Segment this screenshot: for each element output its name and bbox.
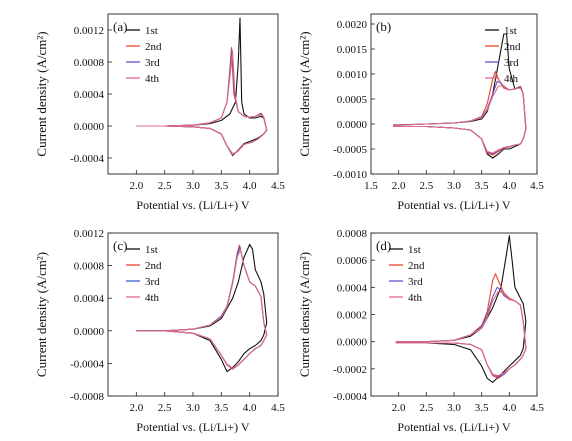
panel-a: 2.0 2.5 3.0 3.5 4.0 4.5 -0.0004 0.0000 0.0004 0.0…	[34, 13, 285, 212]
y-tick-label: -0.0002	[333, 364, 367, 376]
plot-frame	[107, 232, 279, 397]
y-axis-label: Current density (A/cm²)	[34, 31, 49, 156]
x-axis-label: Potential vs. (Li/Li+) V	[397, 198, 511, 212]
y-tick-label: 0.0002	[337, 310, 367, 322]
panel-b: 1.5 2.0 2.5 3.0 3.5 4.0 4.5 -0.0010 -0.0005 0.000…	[297, 13, 544, 212]
plot-frame	[107, 13, 279, 175]
x-axis-label: Potential vs. (Li/Li+) V	[397, 420, 511, 434]
x-tick-label: 4.0	[243, 402, 257, 414]
legend-label: 1st	[504, 25, 517, 37]
x-tick-label: 3.5	[475, 402, 489, 414]
panel-label: (d)	[376, 238, 391, 253]
y-axis-label: Current density (A/cm²)	[297, 252, 312, 377]
x-tick-label: 4.5	[271, 180, 285, 192]
x-tick-label: 3.0	[447, 180, 461, 192]
x-tick-label: 2.5	[419, 180, 433, 192]
legend-label: 2nd	[145, 260, 162, 272]
y-tick-label: -0.0004	[70, 153, 104, 165]
x-tick-label: 2.0	[129, 180, 143, 192]
legend-label: 3rd	[504, 57, 519, 69]
y-tick-label: 0.0000	[337, 119, 368, 131]
legend-label: 3rd	[145, 57, 160, 69]
y-tick-label: 0.0000	[74, 121, 105, 133]
y-tick-label: 0.0004	[337, 282, 368, 294]
x-tick-label: 4.0	[243, 180, 257, 192]
legend-label: 2nd	[408, 260, 425, 272]
panel-c: 2.0 2.5 3.0 3.5 4.0 4.5 -0.0008 -0.0004 0.0000 0.…	[34, 228, 285, 434]
y-tick-label: 0.0008	[337, 228, 368, 240]
y-tick-label: 0.0008	[74, 261, 105, 273]
panel-d: 2.0 2.5 3.0 3.5 4.0 4.5 -0.0004 -0.0002 0.0000 0.…	[297, 228, 544, 434]
x-tick-label: 3.5	[214, 180, 228, 192]
x-tick-label: 3.0	[186, 180, 200, 192]
panel-label: (a)	[113, 19, 127, 34]
x-tick-label: 2.5	[158, 180, 172, 192]
legend-label: 4th	[145, 292, 160, 304]
panel-label: (c)	[113, 238, 127, 253]
x-tick-label: 3.0	[447, 402, 461, 414]
y-tick-label: 0.0000	[337, 337, 368, 349]
y-tick-label: 0.0008	[74, 57, 105, 69]
legend-label: 1st	[145, 25, 158, 37]
legend-label: 1st	[408, 244, 421, 256]
x-tick-label: 3.0	[186, 402, 200, 414]
y-tick-label: -0.0004	[333, 391, 367, 403]
x-tick-label: 2.5	[158, 402, 172, 414]
y-tick-label: 0.0015	[337, 44, 368, 56]
x-tick-label: 2.0	[392, 402, 406, 414]
legend-label: 2nd	[504, 41, 521, 53]
legend-label: 2nd	[145, 41, 162, 53]
x-axis-label: Potential vs. (Li/Li+) V	[136, 420, 250, 434]
x-tick-label: 2.0	[129, 402, 143, 414]
x-axis-label: Potential vs. (Li/Li+) V	[136, 198, 250, 212]
series-line-4th	[393, 84, 527, 154]
x-tick-label: 1.5	[364, 180, 378, 192]
legend-label: 3rd	[145, 276, 160, 288]
y-tick-label: 0.0010	[337, 69, 368, 81]
y-tick-label: -0.0008	[70, 391, 104, 403]
legend-label: 4th	[408, 292, 423, 304]
y-tick-label: 0.0005	[337, 94, 368, 106]
series-line-4th	[136, 248, 268, 369]
y-tick-label: 0.0020	[337, 19, 368, 31]
panel-label: (b)	[376, 19, 391, 34]
y-tick-label: -0.0004	[70, 358, 104, 370]
plot-frame	[370, 13, 538, 175]
x-tick-label: 4.5	[530, 180, 544, 192]
x-tick-label: 4.0	[502, 180, 516, 192]
x-tick-label: 2.5	[419, 402, 433, 414]
series-line-4th	[395, 290, 527, 377]
y-tick-label: 0.0004	[74, 293, 105, 305]
y-axis-label: Current density (A/cm²)	[297, 31, 312, 156]
series-line-1st	[136, 243, 268, 373]
y-tick-label: -0.0005	[333, 144, 367, 156]
y-tick-label: 0.0012	[74, 228, 104, 240]
legend-label: 3rd	[408, 276, 423, 288]
x-tick-label: 4.5	[271, 402, 285, 414]
y-tick-label: 0.0006	[337, 255, 368, 267]
y-tick-label: 0.0000	[74, 326, 105, 338]
y-tick-label: 0.0012	[74, 25, 104, 37]
legend-label: 1st	[145, 244, 158, 256]
legend-label: 4th	[504, 73, 519, 85]
x-tick-label: 3.5	[475, 180, 489, 192]
x-tick-label: 4.5	[530, 402, 544, 414]
y-axis-label: Current density (A/cm²)	[34, 252, 49, 377]
x-tick-label: 4.0	[502, 402, 516, 414]
x-tick-label: 3.5	[214, 402, 228, 414]
legend-label: 4th	[145, 73, 160, 85]
y-tick-label: 0.0004	[74, 89, 105, 101]
series-line-4th	[136, 51, 268, 155]
y-tick-label: -0.0010	[333, 169, 367, 181]
x-tick-label: 2.0	[392, 180, 406, 192]
